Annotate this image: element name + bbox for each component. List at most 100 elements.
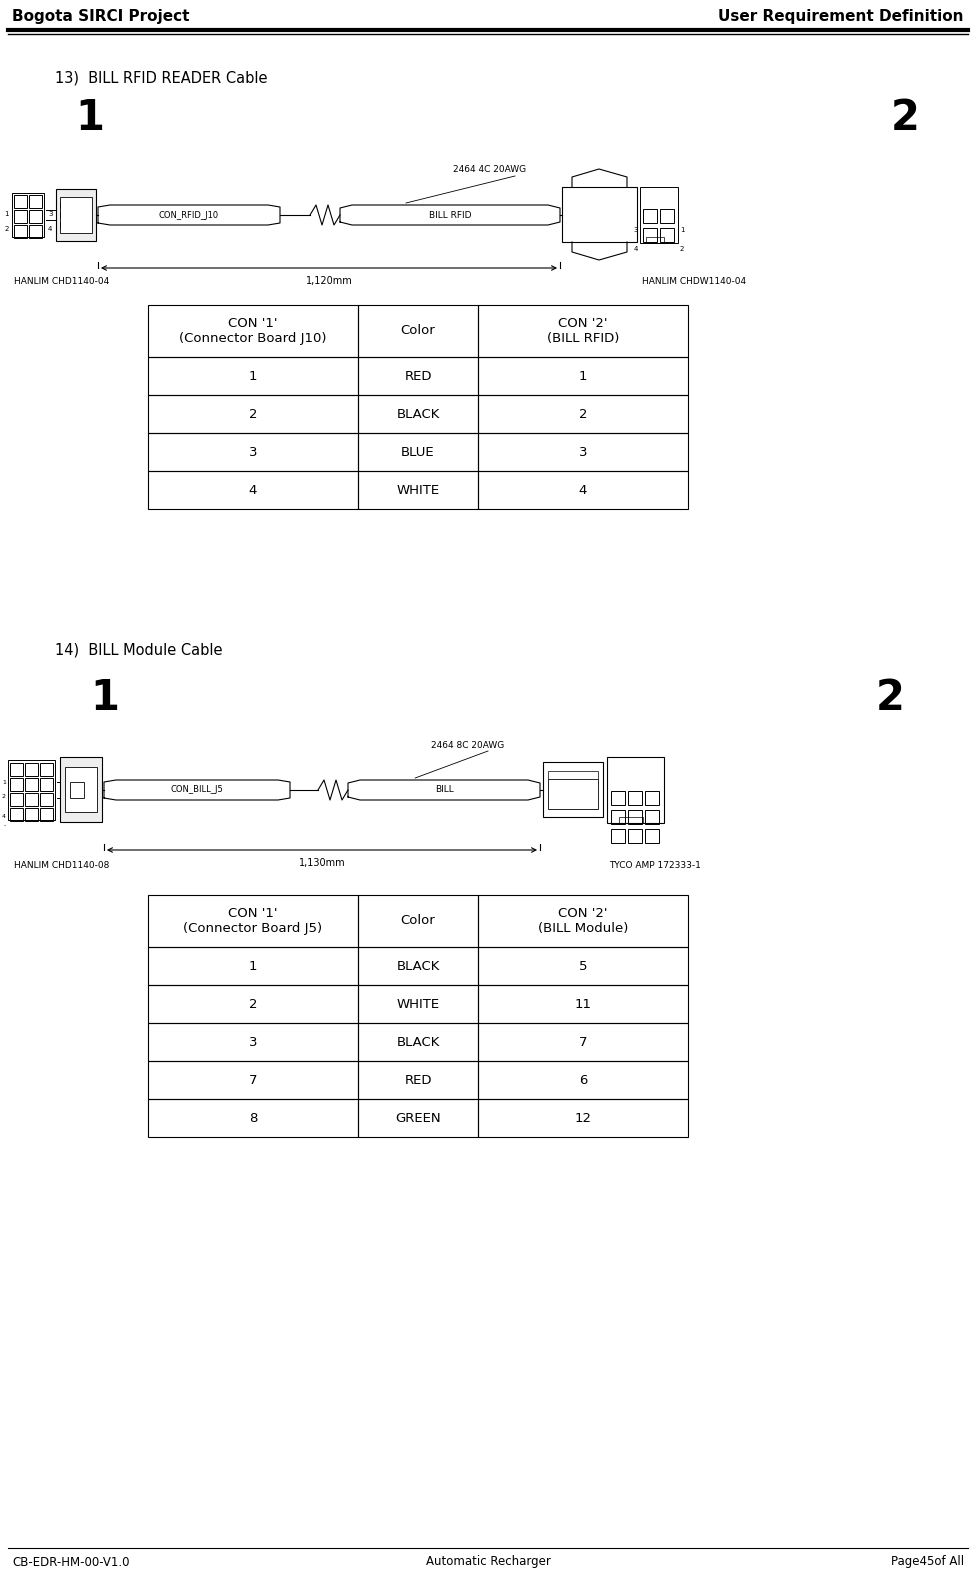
Text: 4: 4	[249, 484, 258, 497]
Bar	[478, 304, 688, 356]
Text: CON '2'
(BILL Module): CON '2' (BILL Module)	[538, 907, 629, 935]
Bar	[628, 811, 642, 825]
Bar	[25, 763, 38, 776]
Text: 4: 4	[633, 246, 638, 252]
Bar	[29, 210, 42, 222]
Bar	[646, 237, 664, 243]
Text: Automatic Recharger: Automatic Recharger	[426, 1555, 550, 1569]
Text: -: -	[4, 823, 6, 828]
Text: 4: 4	[48, 226, 53, 232]
Text: HANLIM CHD1140-08: HANLIM CHD1140-08	[14, 861, 109, 871]
Text: CON '1'
(Connector Board J5): CON '1' (Connector Board J5)	[183, 907, 322, 935]
Text: 5: 5	[579, 959, 588, 973]
Bar	[478, 1099, 688, 1137]
Text: 1: 1	[680, 227, 684, 233]
Bar	[10, 793, 23, 806]
Text: 2: 2	[5, 226, 9, 232]
Text: User Requirement Definition: User Requirement Definition	[718, 8, 964, 24]
Text: 3: 3	[249, 445, 258, 459]
Bar	[148, 896, 358, 948]
Bar	[358, 896, 478, 948]
Text: RED: RED	[404, 1074, 431, 1087]
Text: 4: 4	[579, 484, 588, 497]
Text: 3: 3	[249, 1036, 258, 1049]
Text: 2: 2	[876, 677, 905, 719]
Bar	[358, 1061, 478, 1099]
Bar	[148, 1061, 358, 1099]
Bar	[148, 1099, 358, 1137]
Bar	[25, 777, 38, 792]
Bar	[640, 188, 678, 243]
Bar	[12, 192, 44, 237]
Bar	[148, 986, 358, 1023]
Bar	[25, 793, 38, 806]
Bar	[65, 766, 97, 812]
Bar	[478, 1023, 688, 1061]
Text: 7: 7	[579, 1036, 588, 1049]
Text: 2: 2	[249, 407, 258, 421]
Text: 4: 4	[2, 814, 6, 818]
Bar	[148, 356, 358, 394]
Text: 14)  BILL Module Cable: 14) BILL Module Cable	[55, 642, 223, 658]
Text: 1: 1	[579, 369, 588, 383]
Bar	[56, 189, 96, 241]
Bar	[478, 1061, 688, 1099]
Bar	[548, 771, 598, 779]
Bar	[25, 807, 38, 822]
Text: BLACK: BLACK	[396, 1036, 439, 1049]
Text: Page45of All: Page45of All	[891, 1555, 964, 1569]
Bar	[619, 817, 643, 823]
Bar	[645, 830, 659, 844]
Bar	[40, 807, 53, 822]
Text: RED: RED	[404, 369, 431, 383]
Bar	[478, 472, 688, 509]
Text: 1: 1	[249, 369, 258, 383]
Text: BLUE: BLUE	[401, 445, 435, 459]
Bar	[358, 948, 478, 986]
Bar	[660, 229, 674, 241]
Text: 6: 6	[579, 1074, 588, 1087]
Bar	[14, 210, 27, 222]
Bar	[358, 394, 478, 434]
Bar	[10, 777, 23, 792]
Text: 7: 7	[249, 1074, 258, 1087]
Text: Color: Color	[400, 325, 435, 337]
Bar	[628, 792, 642, 804]
Text: GREEN: GREEN	[395, 1112, 441, 1124]
Bar	[60, 757, 102, 822]
Text: 8: 8	[249, 1112, 258, 1124]
Bar	[607, 757, 664, 823]
Bar	[548, 779, 598, 809]
Text: 2464 8C 20AWG: 2464 8C 20AWG	[431, 741, 505, 749]
Bar	[611, 830, 625, 844]
Bar	[148, 304, 358, 356]
Text: 3: 3	[633, 227, 638, 233]
Bar	[60, 197, 92, 233]
Bar	[645, 792, 659, 804]
Text: 1: 1	[5, 211, 9, 218]
Text: 1: 1	[2, 779, 6, 784]
Bar	[70, 782, 84, 798]
Text: BILL RFID: BILL RFID	[428, 210, 471, 219]
Bar	[478, 948, 688, 986]
Bar	[8, 760, 55, 820]
Text: 3: 3	[579, 445, 588, 459]
Bar	[645, 811, 659, 825]
Bar	[611, 792, 625, 804]
Bar	[148, 948, 358, 986]
Bar	[148, 434, 358, 472]
Bar	[14, 226, 27, 238]
Text: 1,130mm: 1,130mm	[299, 858, 346, 867]
Text: 1: 1	[75, 98, 104, 139]
Text: WHITE: WHITE	[396, 998, 439, 1011]
Bar	[643, 229, 657, 241]
Text: CON '2'
(BILL RFID): CON '2' (BILL RFID)	[547, 317, 619, 345]
Text: 2: 2	[2, 795, 6, 800]
Text: 1: 1	[249, 959, 258, 973]
Bar	[40, 777, 53, 792]
Bar	[148, 394, 358, 434]
Text: Color: Color	[400, 915, 435, 927]
Bar	[358, 1099, 478, 1137]
Bar	[10, 763, 23, 776]
Text: 3: 3	[48, 211, 53, 218]
